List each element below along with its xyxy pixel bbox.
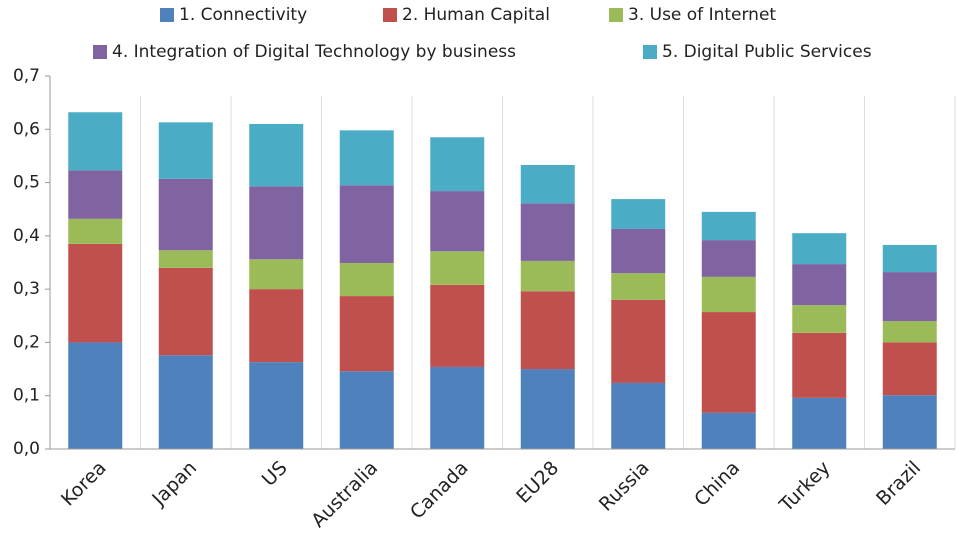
legend-swatch (643, 45, 657, 59)
bar-segment (520, 203, 575, 261)
bar-segment (158, 250, 213, 268)
y-tick-label: 0,0 (13, 439, 40, 459)
bar-segment (701, 211, 756, 241)
bar-segment (520, 164, 575, 204)
bar-segment (520, 291, 575, 370)
bar-segment (701, 276, 756, 313)
bar-segment (249, 289, 304, 363)
bar-segment (339, 263, 394, 297)
bar-segment (68, 243, 123, 343)
bar-segment (882, 272, 937, 322)
x-tick-label: Australia (307, 457, 382, 532)
bar-segment (339, 296, 394, 372)
bar-segment (520, 260, 575, 292)
x-tick-label: EU28 (512, 457, 563, 508)
x-tick-label: Canada (406, 457, 473, 524)
bar-segment (792, 233, 847, 265)
y-tick-label: 0,7 (13, 66, 40, 86)
legend-label: 5. Digital Public Services (662, 42, 872, 62)
bar-segment (68, 218, 123, 244)
x-tick-label: Brazil (872, 457, 925, 510)
y-tick-label: 0,3 (13, 279, 40, 299)
x-tick-label: Turkey (775, 457, 835, 517)
bar-segment (158, 355, 213, 449)
bar-segment (430, 251, 485, 285)
y-tick-label: 0,4 (13, 226, 40, 246)
bar-segment (68, 170, 123, 219)
bar-segment (611, 228, 666, 274)
legend-swatch (93, 45, 107, 59)
bar-segment (430, 366, 485, 449)
bar-segment (249, 123, 304, 187)
bar-segment (701, 412, 756, 449)
legend-swatch (383, 8, 397, 22)
bar-segment (882, 342, 937, 396)
bar-segment (249, 259, 304, 290)
bar-segment (882, 244, 937, 273)
bar-segment (611, 199, 666, 229)
bar-segment (158, 267, 213, 356)
bar-segment (430, 191, 485, 252)
bar-segment (701, 240, 756, 277)
bar-segment (68, 112, 123, 171)
bar-segment (701, 312, 756, 413)
x-tick-label: Korea (57, 457, 111, 511)
legend-swatch (609, 8, 623, 22)
bar-segment (339, 185, 394, 264)
legend-label: 1. Connectivity (179, 5, 307, 25)
bar-segment (430, 284, 485, 367)
bar-segment (882, 395, 937, 449)
bar-segment (792, 397, 847, 449)
bar-segment (611, 273, 666, 300)
bar-segment (249, 186, 304, 260)
bar-segment (430, 137, 485, 192)
bar-segment (520, 369, 575, 449)
bar-segment (68, 342, 123, 449)
x-tick-label: Russia (595, 457, 654, 516)
y-tick-label: 0,6 (13, 119, 40, 139)
x-tick-label: US (258, 457, 292, 491)
bar-segment (158, 122, 213, 179)
bar-segment (611, 382, 666, 449)
bar-segment (792, 305, 847, 333)
legend-label: 2. Human Capital (402, 5, 550, 25)
bar-segment (611, 299, 666, 383)
y-tick-label: 0,1 (13, 386, 40, 406)
legend-swatch (160, 8, 174, 22)
y-tick-label: 0,2 (13, 332, 40, 352)
bar-segment (339, 130, 394, 186)
bar-segment (882, 321, 937, 343)
legend-label: 4. Integration of Digital Technology by … (112, 42, 516, 62)
bar-segment (792, 332, 847, 398)
bar-segment (792, 264, 847, 306)
bar-segment (158, 178, 213, 251)
bar-segment (339, 371, 394, 449)
x-tick-label: Japan (147, 457, 201, 511)
bar-segment (249, 362, 304, 449)
y-tick-label: 0,5 (13, 173, 40, 193)
x-tick-label: China (690, 457, 744, 511)
legend-label: 3. Use of Internet (628, 5, 776, 25)
